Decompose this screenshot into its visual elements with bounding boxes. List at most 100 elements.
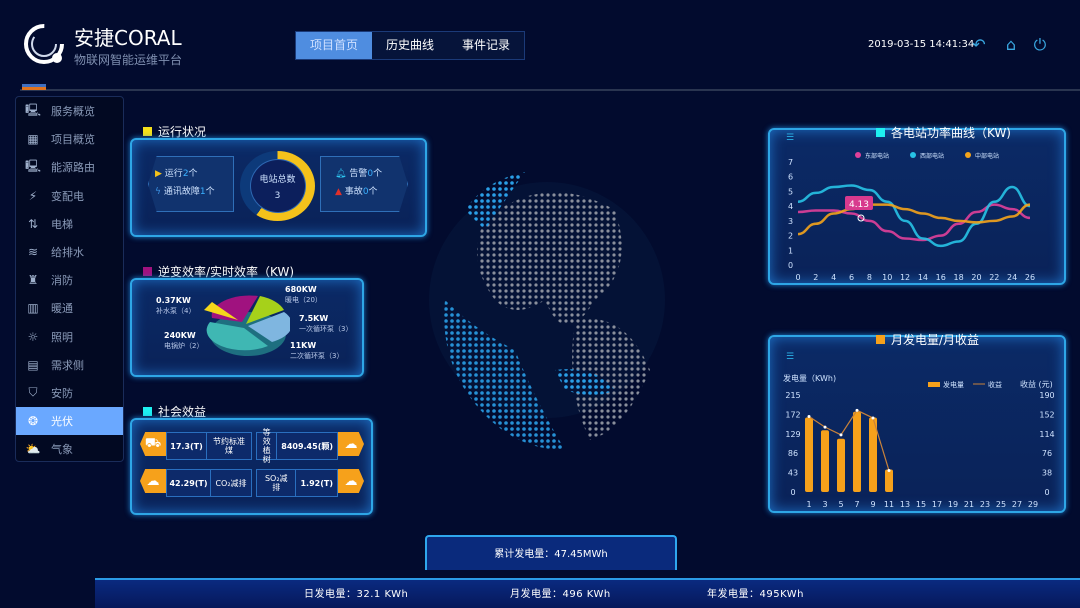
x-tick-label: 21 [964,500,974,509]
pie-slice-11kw [248,312,290,342]
sidebar-item[interactable]: ▥ 暖通 [16,294,123,322]
x-tick-label: 2 [813,273,818,282]
x-tick-label: 22 [989,273,999,282]
station-total: 3 [274,191,281,201]
title-marker [143,407,152,416]
inverter-pie-chart [204,295,290,356]
x-tick-label: 27 [1012,500,1022,509]
tooltip-point [857,214,865,222]
sidebar-item[interactable]: 🖳 能源路由 [16,153,123,181]
sidebar-item[interactable]: ▦ 项目概览 [16,125,123,153]
sidebar-item-label: 能源路由 [51,161,95,175]
pie-label: 11KW 二次循环泵（3） [290,341,344,360]
x-tick-label: 29 [1028,500,1038,509]
series-line [797,203,1031,236]
pie-slice-7.5kw [246,296,284,324]
list-icon[interactable]: ☰ [786,133,795,143]
revenue-point [839,433,843,437]
x-tick-label: 11 [884,500,894,509]
status-title: 运行状况 [143,123,206,140]
tab-history-curve[interactable]: 历史曲线 [386,38,435,52]
y-tick-label: 129 [785,430,800,439]
y2-tick-label: 76 [1042,449,1052,458]
sidebar-item-label: 需求侧 [51,358,84,372]
revenue-point [855,408,859,412]
back-icon[interactable]: ↶ [972,35,986,54]
radiator-icon: ▥ [27,301,39,316]
so2-cloud-icon: ☁ [338,469,364,493]
x-tick-label: 16 [936,273,946,282]
sidebar-item[interactable]: ♜ 消防 [16,266,123,294]
y-tick-label: 2 [788,232,793,241]
sidebar-item[interactable]: ⚡ 变配电 [16,182,123,210]
y-tick-label: 4 [788,202,793,211]
title-marker [876,335,885,344]
title-marker [876,128,885,137]
benefit-coal: ⛟ 17.3(T) 节约标准煤 [140,432,252,460]
sidebar-item[interactable]: ⛅ 气象 [16,435,123,463]
sidebar-item-label: 气象 [51,443,73,457]
x-tick-label: 9 [870,500,875,509]
legend-label: 西部电站 [920,152,944,160]
status-left-box: ▶ 运行2个 ϟ 通讯故障1个 [148,156,234,212]
sidebar-item[interactable]: 🖳 服务概览 [16,97,123,125]
x-tick-label: 25 [996,500,1006,509]
bar [821,430,829,492]
y-tick-label: 1 [788,246,793,255]
x-tick-label: 3 [822,500,827,509]
sidebar-item[interactable]: ⇅ 电梯 [16,210,123,238]
y-tick-label: 7 [788,158,793,167]
x-tick-label: 0 [795,273,800,282]
daily-generation: 日发电量：32.1 KWh [304,589,409,600]
title-marker [143,127,152,136]
total-generation: 累计发电量：47.45MWh [425,535,677,570]
power-icon[interactable]: ⏻ [1033,35,1047,54]
sidebar-item-label: 给排水 [51,246,84,260]
tab-event-log[interactable]: 事件记录 [462,38,511,52]
series-line [797,203,1031,242]
x-tick-label: 12 [900,273,910,282]
x-tick-label: 5 [838,500,843,509]
status-right-box: 🔔︎ 告警0个 ▲ 事故0个 [320,156,408,212]
y-tick-label: 43 [788,469,798,478]
sidebar-item[interactable]: ▤ 需求侧 [16,351,123,379]
x-tick-label: 13 [900,500,910,509]
tab-project-home[interactable]: 项目首页 [296,32,373,59]
y2-tick-label: 190 [1039,391,1054,400]
monthly-panel [768,335,1066,513]
monitor-icon: 🖳 [25,158,42,173]
pie-label: 240KW 电锅炉（2） [164,331,204,350]
header-divider [20,89,1080,91]
y-tick-label: 5 [788,187,793,196]
x-tick-label: 10 [882,273,892,282]
power-curve-panel [768,128,1066,285]
y-tick-label: 86 [788,449,798,458]
pie-label: 7.5KW 一次循环泵（3） [299,314,353,333]
pie-slice-240kw [206,322,268,351]
sidebar-item[interactable]: ≋ 给排水 [16,238,123,266]
panel-icon: ▤ [27,357,39,372]
tree-cloud-icon: ☁ [338,432,364,456]
sidebar-item[interactable]: ☼ 照明 [16,323,123,351]
y-axis-label: 发电量（KWh) [783,373,836,383]
bottom-bar [95,578,1080,608]
sidebar-item[interactable]: ⛉ 安防 [16,379,123,407]
tooltip-value: 4.13 [849,200,869,210]
monthly-chart: 发电量（KWh)收益 (元)04386129172215038761141521… [783,373,1055,509]
sidebar-item[interactable]: ❂ 光伏 [16,407,123,436]
list-icon[interactable]: ☰ [786,352,795,362]
cart-icon: ⛟ [140,432,166,456]
x-tick-label: 18 [954,273,964,282]
sidebar-item-label: 光伏 [51,415,73,429]
x-tick-label: 20 [971,273,981,282]
legend-label: 收益 [988,380,1002,389]
home-icon[interactable]: ⌂ [1005,35,1017,54]
revenue-point [823,425,827,429]
y2-axis-label: 收益 (元) [1020,379,1053,389]
x-tick-label: 19 [948,500,958,509]
power-curve-chart: 012345670 2 4 6 8 10 12 14 16 18 20 22 24 26东部电站 西部电站中… [788,152,1035,282]
inverter-title: 逆变效率/实时效率（KW) [143,263,294,280]
logo-icon [24,24,64,64]
brand-title: 安捷CORAL [74,26,182,50]
brand-subtitle: 物联网智能运维平台 [74,53,183,67]
